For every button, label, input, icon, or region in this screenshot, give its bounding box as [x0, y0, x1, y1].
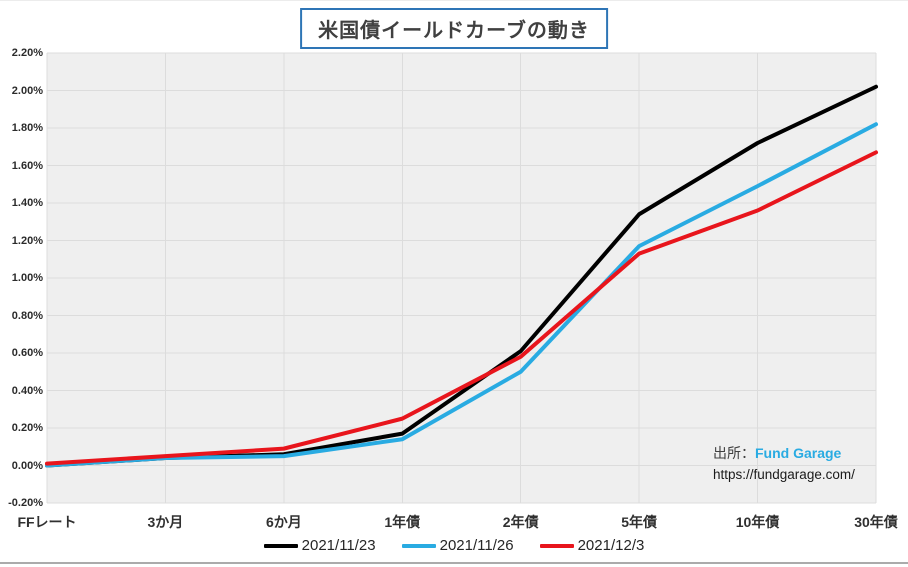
x-axis-label: 30年債	[854, 514, 898, 530]
y-axis-label: 1.00%	[11, 272, 43, 284]
y-axis-label: 1.40%	[11, 197, 43, 209]
y-axis-label: 0.00%	[11, 459, 43, 472]
y-axis-label: 0.20%	[11, 422, 43, 434]
x-axis-label: 1年債	[384, 514, 421, 530]
x-axis-label: 5年債	[621, 514, 658, 530]
y-axis-label: 1.60%	[11, 159, 43, 172]
source-annotation: 出所：Fund Garage https://fundgarage.com/	[713, 445, 855, 483]
yield-curve-chart	[45, 52, 878, 504]
y-axis-label: 1.20%	[11, 234, 43, 247]
y-axis-label: 2.00%	[11, 84, 43, 97]
page-title: 米国債イールドカーブの動き	[300, 8, 608, 49]
legend-swatch-icon	[263, 543, 298, 548]
y-axis-label: 0.80%	[11, 309, 43, 322]
series-line-2021/12/3	[45, 150, 878, 466]
gridlines	[46, 52, 877, 504]
source-link[interactable]: Fund Garage	[755, 445, 842, 461]
legend-item-2021/12/3: 2021/12/3	[539, 537, 645, 554]
y-axis-label: 0.60%	[11, 347, 43, 359]
legend-label: 2021/11/26	[439, 537, 514, 554]
y-axis-label: 0.40%	[11, 384, 43, 397]
x-axis-label: 10年債	[735, 514, 780, 530]
legend-item-2021/11/23: 2021/11/23	[263, 537, 376, 554]
x-axis-label: 6か月	[265, 514, 302, 530]
y-axis-label: 2.20%	[11, 47, 43, 59]
y-axis-label: 1.80%	[11, 122, 43, 134]
source-url: https://fundgarage.com/	[713, 467, 855, 482]
series-line-2021/11/26	[45, 122, 878, 468]
legend-label: 2021/11/23	[301, 537, 376, 554]
top-hairline	[0, 0, 908, 1]
legend-label: 2021/12/3	[577, 537, 645, 554]
legend-swatch-icon	[401, 543, 436, 548]
x-axis-label: FFレート	[17, 514, 77, 530]
y-axis-label: -0.20%	[8, 497, 43, 509]
plot-area: 出所：Fund Garage https://fundgarage.com/	[45, 52, 878, 504]
series-line-2021/11/23	[45, 84, 878, 468]
bottom-border	[0, 562, 908, 564]
legend-swatch-icon	[539, 543, 574, 548]
source-label: 出所：	[713, 445, 755, 461]
x-axis-label: 2年債	[502, 514, 539, 530]
x-axis-label: 3か月	[147, 514, 184, 530]
legend-item-2021/11/26: 2021/11/26	[401, 537, 514, 554]
legend: 2021/11/23 2021/11/26 2021/12/3	[0, 537, 908, 554]
